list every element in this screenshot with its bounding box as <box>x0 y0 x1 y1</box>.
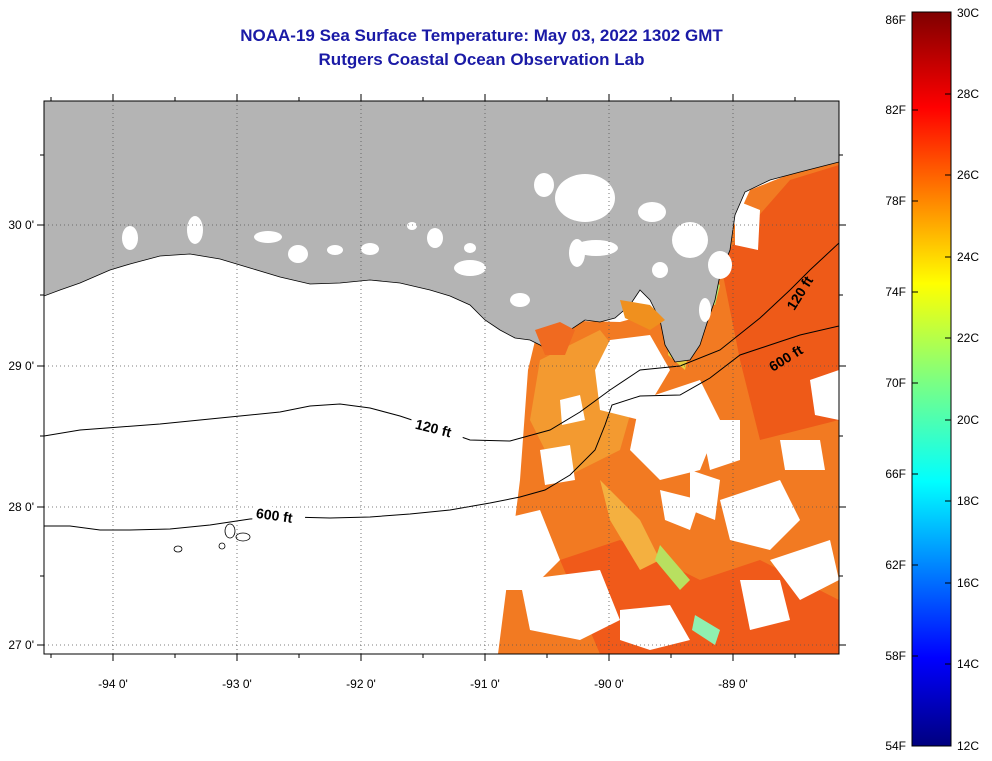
colorbar-gradient <box>911 11 952 747</box>
svg-text:600 ft: 600 ft <box>255 505 294 526</box>
sst-data-layer <box>498 160 839 654</box>
c-label: 28C <box>957 87 979 101</box>
c-label: 18C <box>957 494 979 508</box>
temperature-colorbar: 86F 82F 78F 74F 70F 66F 62F 58F 54F 30C … <box>885 6 979 753</box>
lat-label: 29 0' <box>8 359 34 373</box>
longitude-labels: -94 0' -93 0' -92 0' -91 0' -90 0' -89 0… <box>98 677 748 691</box>
f-label: 78F <box>885 194 906 208</box>
f-label: 82F <box>885 103 906 117</box>
frame-ticks <box>37 94 846 661</box>
contour-600ft <box>44 325 839 531</box>
lat-label: 30 0' <box>8 218 34 232</box>
c-label: 22C <box>957 331 979 345</box>
f-label: 62F <box>885 558 906 572</box>
c-label: 12C <box>957 739 979 753</box>
c-label: 26C <box>957 168 979 182</box>
c-label: 24C <box>957 250 979 264</box>
inland-water <box>122 173 732 322</box>
c-label: 14C <box>957 657 979 671</box>
lon-label: -92 0' <box>346 677 376 691</box>
lat-label: 28 0' <box>8 500 34 514</box>
lon-label: -89 0' <box>718 677 748 691</box>
lon-label: -94 0' <box>98 677 128 691</box>
contour-label-600-west: 600 ft <box>252 504 306 529</box>
c-label: 16C <box>957 576 979 590</box>
colorbar-celsius-labels: 30C 28C 26C 24C 22C 20C 18C 16C 14C 12C <box>957 6 979 753</box>
c-label: 20C <box>957 413 979 427</box>
f-label: 86F <box>885 13 906 27</box>
lon-label: -90 0' <box>594 677 624 691</box>
graticule <box>44 101 839 654</box>
f-label: 58F <box>885 649 906 663</box>
f-label: 66F <box>885 467 906 481</box>
lat-label: 27 0' <box>8 638 34 652</box>
latitude-labels: 30 0' 29 0' 28 0' 27 0' <box>8 218 34 652</box>
f-label: 54F <box>885 739 906 753</box>
map-subtitle: Rutgers Coastal Ocean Observation Lab <box>318 50 645 69</box>
f-label: 74F <box>885 285 906 299</box>
c-label: 30C <box>957 6 979 20</box>
map-title: NOAA-19 Sea Surface Temperature: May 03,… <box>240 26 723 45</box>
lon-label: -91 0' <box>470 677 500 691</box>
lon-label: -93 0' <box>222 677 252 691</box>
colorbar-fahrenheit-labels: 86F 82F 78F 74F 70F 66F 62F 58F 54F <box>885 13 906 753</box>
map-area <box>44 101 839 654</box>
f-label: 70F <box>885 376 906 390</box>
map-frame <box>43 100 840 655</box>
